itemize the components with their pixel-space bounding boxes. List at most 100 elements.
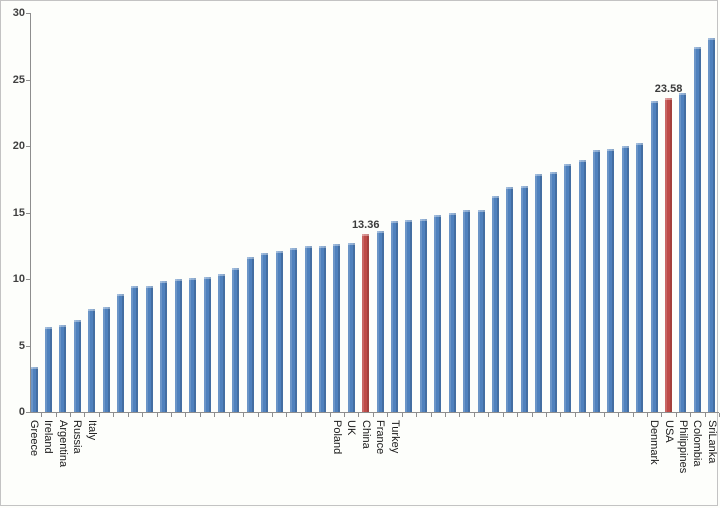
x-tick: [113, 413, 115, 417]
x-category-label: Italy: [85, 420, 98, 441]
x-tick: [243, 413, 245, 417]
y-tick: [26, 212, 30, 214]
bar: [636, 143, 644, 412]
y-tick-label: 20: [12, 140, 25, 152]
bar: [448, 212, 456, 412]
x-tick: [199, 413, 201, 417]
bar: [189, 277, 197, 412]
bar: [318, 246, 326, 412]
x-tick: [214, 413, 216, 417]
x-tick: [618, 413, 620, 417]
bar-Philippines: [679, 93, 687, 412]
y-tick-label: 0: [18, 406, 25, 418]
x-tick: [517, 413, 519, 417]
x-tick: [257, 413, 259, 417]
bar-Argentina: [59, 325, 67, 412]
bar: [131, 286, 139, 412]
y-tick: [26, 412, 30, 413]
x-tick: [661, 413, 663, 417]
bar: [160, 280, 168, 412]
bar: [405, 219, 413, 412]
x-tick: [358, 413, 360, 417]
data-label: 13.36: [351, 219, 380, 232]
bar: [246, 257, 254, 412]
x-tick: [171, 413, 172, 417]
y-tick: [26, 146, 30, 147]
x-category-label: Russia: [71, 420, 84, 454]
bar: [621, 146, 629, 412]
x-category-label: Turkey: [388, 420, 401, 454]
x-category-label: Denmark: [648, 420, 661, 465]
x-category-label: France: [374, 420, 387, 455]
x-tick: [545, 413, 547, 417]
x-tick: [675, 413, 677, 417]
bar: [145, 286, 153, 412]
x-tick: [156, 413, 158, 417]
y-tick-label: 5: [18, 339, 25, 352]
x-tick: [300, 413, 302, 417]
x-tick: [387, 413, 389, 417]
x-tick: [401, 413, 403, 417]
bar-Ireland: [44, 326, 52, 412]
x-category-label: Greece: [28, 420, 40, 457]
bar: [592, 149, 600, 412]
y-tick-label: 25: [12, 73, 25, 86]
bar-Colombia: [693, 46, 701, 412]
bar: [261, 253, 269, 412]
bar-UK: [347, 243, 355, 412]
x-category-label: Ireland: [42, 420, 55, 454]
x-category-label: Argentina: [56, 420, 69, 468]
bar: [232, 267, 240, 412]
x-tick: [473, 413, 475, 417]
x-category-label: Poland: [330, 420, 343, 455]
bar: [578, 159, 586, 412]
bar: [102, 307, 110, 412]
bar-Denmark: [650, 100, 658, 412]
x-tick: [416, 413, 418, 417]
bar: [419, 218, 427, 412]
x-tick: [315, 413, 317, 417]
x-tick: [372, 413, 374, 417]
bar: [549, 171, 557, 412]
x-category-label: China: [359, 420, 372, 449]
bar: [520, 186, 528, 412]
x-tick: [488, 413, 490, 417]
bar: [463, 209, 471, 412]
x-tick: [344, 413, 346, 417]
y-tick: [26, 13, 30, 14]
x-tick: [185, 413, 187, 417]
bar: [434, 215, 442, 412]
x-tick: [70, 413, 72, 417]
y-tick: [26, 279, 30, 280]
bar: [117, 293, 125, 412]
x-category-label: USA: [662, 420, 675, 443]
bar: [275, 250, 283, 412]
x-tick: [632, 413, 634, 417]
x-tick: [41, 413, 43, 417]
x-tick: [286, 413, 288, 417]
y-axis: [30, 13, 31, 413]
bar: [203, 277, 211, 412]
x-tick: [531, 413, 533, 417]
bar-Italy: [88, 308, 96, 412]
x-tick: [459, 413, 461, 417]
bar-France: [376, 230, 384, 412]
x-tick: [560, 413, 562, 417]
y-tick: [26, 79, 30, 81]
x-category-label: UK: [345, 420, 358, 436]
bar: [477, 209, 485, 412]
x-tick: [271, 413, 273, 417]
y-tick: [26, 345, 30, 347]
x-tick: [430, 413, 432, 417]
bar-Russia: [73, 320, 81, 412]
bar: [290, 248, 298, 412]
bar-Greece: [30, 367, 38, 412]
x-category-label: Colombia: [691, 420, 704, 467]
x-tick: [142, 413, 144, 417]
y-tick-label: 30: [12, 7, 25, 19]
x-tick: [98, 413, 100, 417]
x-tick: [329, 413, 331, 417]
x-axis: [30, 412, 720, 413]
x-tick: [127, 413, 129, 417]
x-tick: [589, 413, 591, 417]
